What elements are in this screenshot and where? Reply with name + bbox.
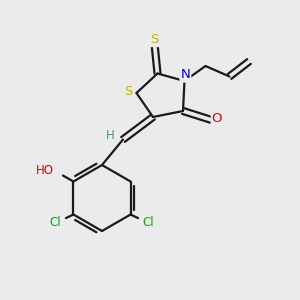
Text: N: N — [181, 68, 190, 82]
Text: O: O — [212, 112, 222, 125]
Text: Cl: Cl — [143, 215, 154, 229]
Text: H: H — [106, 129, 115, 142]
Text: HO: HO — [36, 164, 54, 177]
Text: S: S — [124, 85, 132, 98]
Text: Cl: Cl — [50, 215, 61, 229]
Text: S: S — [150, 33, 159, 46]
